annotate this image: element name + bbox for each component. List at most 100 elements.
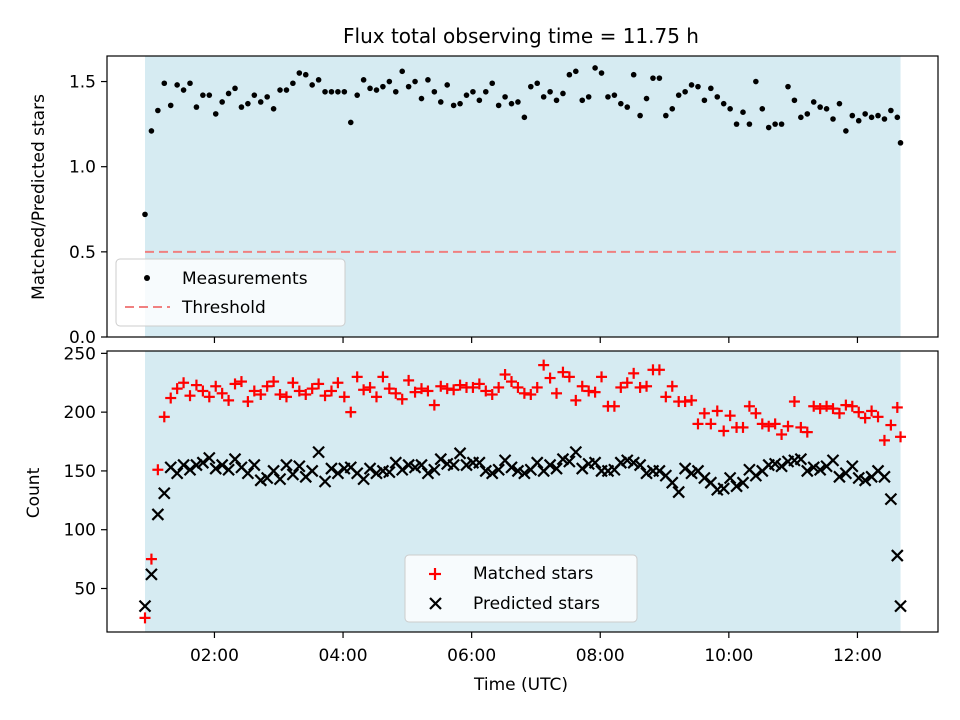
- matched-star-point: [743, 400, 755, 412]
- predicted-star-point: [383, 465, 396, 479]
- predicted-star-point: [473, 456, 486, 469]
- count-x-tick-label: 06:00: [447, 646, 496, 666]
- measurement-point: [540, 94, 547, 100]
- matched-star-point: [248, 385, 260, 397]
- measurement-point: [791, 97, 798, 104]
- measurement-point: [302, 71, 309, 78]
- measurement-point: [688, 82, 695, 88]
- predicted-star-point: [267, 464, 280, 478]
- measurement-point: [399, 68, 406, 75]
- measurement-point: [200, 92, 206, 98]
- matched-star-point: [473, 378, 485, 390]
- predicted-star-point: [730, 479, 743, 493]
- matched-star-point: [583, 385, 595, 397]
- matched-star-point: [660, 391, 672, 403]
- matched-star-point: [557, 366, 569, 378]
- measurement-point: [566, 71, 573, 78]
- predicted-star-point: [196, 456, 210, 469]
- measurement-point: [592, 65, 598, 71]
- matched-star-point: [782, 420, 794, 432]
- measurement-point: [881, 116, 888, 122]
- predicted-star-point: [717, 482, 730, 495]
- predicted-star-point: [286, 468, 300, 481]
- predicted-star-point: [305, 464, 319, 478]
- matched-star-point: [570, 394, 582, 406]
- matched-star-point: [499, 369, 511, 381]
- predicted-star-point: [273, 472, 287, 486]
- measurement-point: [727, 105, 733, 112]
- predicted-star-point: [138, 599, 152, 613]
- measurement-point: [373, 87, 380, 93]
- measurement-point: [425, 77, 431, 83]
- measurement-point: [450, 102, 457, 109]
- measurement-point: [187, 80, 193, 87]
- measurement-point: [341, 88, 348, 95]
- matched-star-point: [325, 385, 337, 397]
- matched-star-point: [866, 405, 878, 417]
- predicted-star-point: [569, 445, 583, 459]
- matched-star-point: [145, 553, 157, 565]
- matched-star-point: [158, 411, 170, 423]
- matched-star-point: [216, 387, 228, 399]
- count-x-tick-label: 10:00: [704, 646, 753, 666]
- predicted-star-point: [203, 451, 216, 465]
- x-axis-label: Time (UTC): [473, 675, 568, 695]
- matched-star-point: [268, 376, 280, 388]
- matched-star-point: [525, 389, 537, 401]
- count-x-axis: 02:00 04:00 06:00 08:00 10:00 12:00: [190, 632, 882, 666]
- matched-star-point: [223, 394, 235, 406]
- measurement-point: [470, 88, 476, 95]
- measurement-point: [888, 107, 894, 114]
- measurement-point: [753, 78, 759, 85]
- measurement-point: [367, 85, 373, 92]
- predicted-star-point: [801, 464, 814, 478]
- predicted-star-point: [723, 471, 737, 485]
- matched-star-point: [621, 377, 633, 389]
- matched-star-point: [544, 372, 556, 384]
- matched-star-point: [261, 380, 273, 392]
- matched-star-point: [705, 418, 717, 430]
- matched-star-point: [506, 376, 518, 388]
- measurement-point: [232, 85, 238, 92]
- predicted-star-point: [318, 475, 332, 488]
- matched-star-point: [184, 390, 196, 402]
- measurement-point: [772, 121, 778, 127]
- predicted-star-point: [447, 458, 460, 472]
- measurement-point: [347, 119, 354, 126]
- count-panel: 50 100 150 200 250 02:00 04:00 06:00 08:00 10:00…: [24, 344, 939, 695]
- measurement-point: [630, 71, 637, 78]
- measurement-point: [167, 102, 174, 109]
- chart-title: Flux total observing time = 11.75 h: [343, 24, 699, 48]
- measurement-point: [264, 94, 270, 100]
- matched-star-point: [396, 393, 408, 405]
- predicted-star-point: [228, 452, 242, 466]
- matched-star-point: [686, 394, 698, 406]
- matched-star-point: [383, 383, 395, 395]
- measurement-point: [502, 94, 508, 100]
- measurement-point: [386, 78, 393, 85]
- predicted-star-point: [858, 474, 872, 487]
- matched-star-point: [750, 407, 762, 419]
- predicted-star-point: [575, 462, 589, 475]
- matched-star-point: [763, 420, 775, 432]
- matched-star-point: [415, 383, 427, 395]
- matched-star-point: [454, 379, 466, 391]
- matched-star-point: [390, 387, 402, 399]
- predicted-stars-series: [138, 445, 907, 613]
- predicted-star-point: [151, 508, 165, 521]
- measurement-point: [611, 92, 618, 98]
- measurement-point: [212, 111, 219, 117]
- measurement-point: [528, 83, 534, 90]
- matched-star-point: [634, 381, 646, 393]
- predicted-star-point: [530, 456, 544, 469]
- matched-star-point: [756, 418, 768, 430]
- measurement-point: [515, 99, 521, 105]
- matched-star-point: [576, 380, 588, 392]
- measurement-point: [810, 99, 817, 105]
- measurement-point: [482, 88, 489, 95]
- measurement-point: [836, 100, 843, 107]
- matched-star-point: [641, 380, 653, 392]
- predicted-star-point: [177, 458, 190, 472]
- measurement-point: [708, 85, 714, 92]
